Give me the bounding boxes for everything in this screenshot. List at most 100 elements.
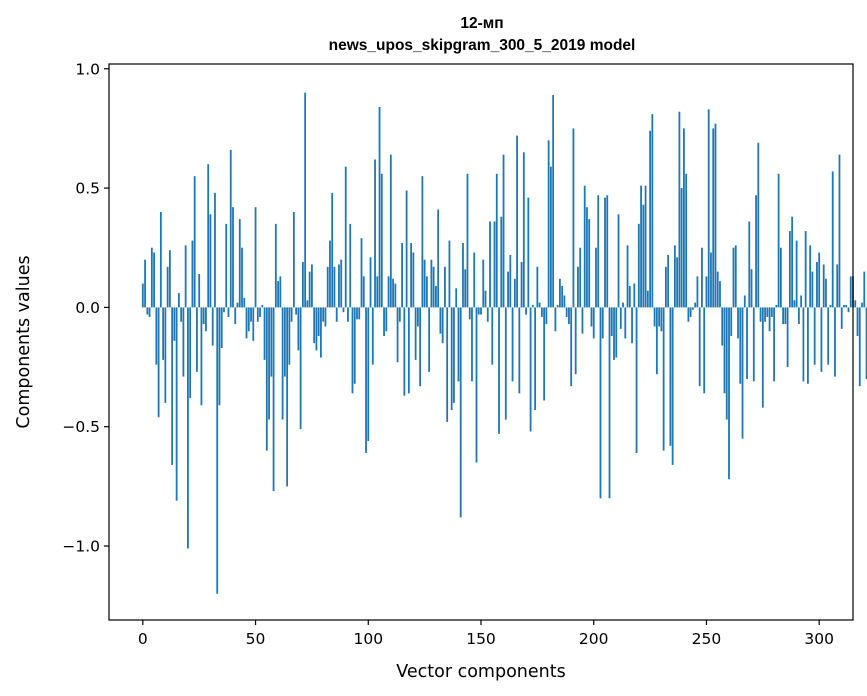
bar bbox=[509, 254, 512, 308]
bar bbox=[655, 307, 658, 375]
bar bbox=[525, 307, 527, 315]
bar bbox=[236, 302, 239, 308]
bar bbox=[552, 95, 555, 308]
bar bbox=[283, 307, 286, 377]
bar bbox=[441, 307, 444, 344]
bar bbox=[816, 262, 818, 308]
bar bbox=[536, 266, 539, 308]
y-tick-label: 0.5 bbox=[75, 180, 100, 198]
bar bbox=[211, 307, 214, 346]
bar bbox=[703, 307, 706, 394]
bar bbox=[471, 307, 473, 382]
bar bbox=[658, 307, 661, 327]
bar bbox=[329, 240, 331, 308]
bar bbox=[157, 307, 160, 418]
bar bbox=[633, 283, 636, 308]
bar bbox=[335, 307, 338, 322]
bar bbox=[457, 307, 460, 382]
bar bbox=[358, 307, 361, 320]
bar bbox=[159, 211, 162, 308]
bar bbox=[425, 276, 428, 308]
bar bbox=[766, 307, 769, 317]
bar bbox=[277, 281, 279, 308]
bar bbox=[272, 307, 275, 492]
bar bbox=[784, 307, 787, 325]
bar bbox=[482, 259, 485, 308]
bar bbox=[586, 207, 588, 308]
bar bbox=[187, 307, 189, 549]
bar bbox=[232, 207, 234, 308]
bar bbox=[374, 159, 376, 308]
bar bbox=[338, 264, 340, 308]
bar bbox=[324, 307, 327, 327]
bar bbox=[543, 307, 546, 401]
bar bbox=[752, 307, 755, 382]
bar bbox=[155, 307, 158, 365]
bar bbox=[175, 307, 178, 501]
bar bbox=[455, 288, 458, 308]
bar bbox=[223, 307, 225, 313]
bar bbox=[689, 307, 692, 317]
bar bbox=[301, 262, 304, 308]
bar bbox=[281, 307, 284, 420]
bar bbox=[637, 223, 640, 308]
bar bbox=[827, 307, 830, 365]
bar bbox=[367, 307, 370, 442]
y-tick-label: −0.5 bbox=[62, 418, 100, 436]
bar bbox=[723, 307, 726, 394]
bar bbox=[317, 307, 320, 337]
bar bbox=[331, 192, 334, 308]
bar bbox=[385, 307, 388, 332]
bar bbox=[196, 307, 198, 372]
bar bbox=[480, 307, 482, 315]
bar bbox=[428, 307, 431, 372]
bar bbox=[678, 111, 681, 308]
bar bbox=[148, 307, 151, 317]
bar bbox=[631, 307, 633, 344]
bar bbox=[360, 238, 363, 308]
bar bbox=[527, 197, 530, 308]
bar bbox=[383, 307, 385, 337]
bar bbox=[495, 173, 498, 308]
bar bbox=[746, 307, 748, 379]
bar bbox=[622, 302, 624, 308]
bar bbox=[405, 190, 408, 308]
bar bbox=[410, 242, 413, 308]
bar bbox=[444, 266, 446, 308]
bar bbox=[707, 109, 710, 308]
bar bbox=[640, 185, 642, 308]
bar bbox=[574, 307, 577, 375]
bar bbox=[741, 307, 744, 439]
bar bbox=[768, 307, 771, 332]
bar bbox=[795, 240, 798, 308]
bar bbox=[572, 128, 575, 308]
bar bbox=[610, 307, 613, 337]
x-axis-label: Vector components bbox=[396, 662, 565, 682]
bar bbox=[423, 259, 426, 308]
bar bbox=[606, 195, 609, 308]
bar bbox=[730, 307, 733, 337]
bar bbox=[624, 307, 627, 339]
y-tick-label: 1.0 bbox=[75, 60, 100, 78]
bar bbox=[448, 240, 451, 308]
bar bbox=[651, 114, 654, 308]
bar bbox=[290, 307, 293, 322]
bar bbox=[737, 307, 739, 339]
bar bbox=[531, 305, 534, 308]
bar bbox=[849, 276, 852, 308]
bar bbox=[522, 152, 525, 308]
bar bbox=[297, 307, 300, 351]
y-tick-label: 0.0 bbox=[75, 299, 100, 317]
bar bbox=[680, 188, 683, 308]
bar bbox=[604, 197, 606, 308]
bar bbox=[229, 149, 232, 308]
bar bbox=[419, 307, 422, 387]
bar bbox=[626, 245, 629, 308]
bar bbox=[259, 307, 261, 317]
bar bbox=[732, 247, 735, 308]
bar bbox=[854, 300, 857, 308]
bar bbox=[493, 221, 496, 308]
bar bbox=[453, 307, 455, 403]
bar bbox=[292, 211, 295, 308]
